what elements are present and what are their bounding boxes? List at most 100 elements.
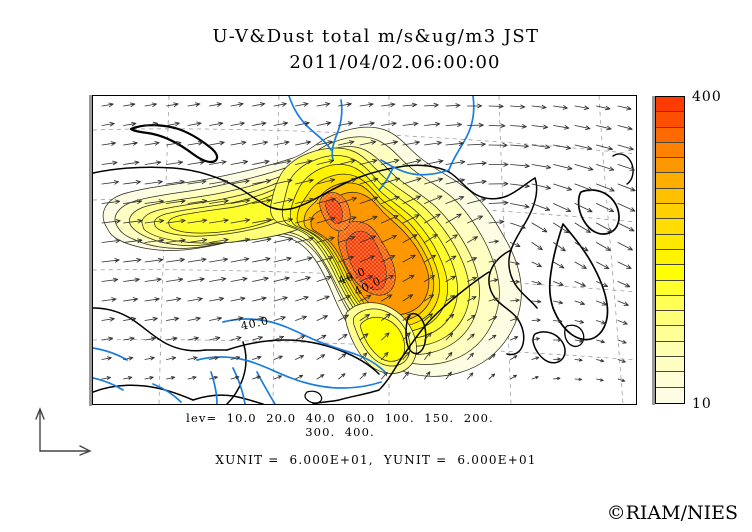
wind-vector-arrow [252, 355, 262, 360]
wind-vector-arrow [101, 336, 114, 342]
reference-vector-legend [35, 407, 92, 456]
wind-vector-arrow [123, 277, 140, 283]
wind-vector-arrow [123, 376, 133, 380]
wind-vector-arrow [467, 215, 483, 224]
wind-vector-arrow [402, 332, 411, 341]
wind-vector-arrow [445, 332, 454, 341]
wind-vector-arrow [252, 102, 266, 107]
wind-vector-arrow [596, 144, 613, 151]
wind-vector-arrow [273, 315, 286, 321]
wind-vector-arrow [488, 142, 508, 148]
wind-vector-arrow [338, 159, 356, 165]
wind-vector-arrow [166, 140, 182, 146]
wind-vector-arrow [617, 242, 633, 251]
colorbar-swatch [656, 341, 684, 358]
wind-vector-arrow [488, 103, 504, 109]
wind-vector-arrow [252, 316, 265, 321]
wind-vector-arrow [381, 255, 396, 263]
wind-vector-arrow [187, 257, 207, 263]
wind-vector-arrow [402, 294, 414, 302]
wind-vector-arrow [596, 105, 611, 111]
wind-vector-arrow [402, 102, 418, 108]
wind-vector-arrow [531, 203, 551, 211]
wind-vector-arrow [510, 374, 517, 380]
wind-vector-arrow [617, 300, 629, 306]
wind-vector-arrow [123, 356, 134, 361]
wind-vector-arrow [230, 336, 242, 341]
wind-vector-arrow [553, 125, 570, 130]
wind-vector-arrow [273, 140, 290, 146]
wind-vector-arrow [166, 179, 185, 185]
wind-vector-arrow [510, 203, 530, 209]
wind-vector-arrow [445, 351, 453, 360]
wind-vector-arrow [101, 199, 121, 205]
wind-vector-arrow [381, 351, 389, 360]
wind-vector-arrow [488, 334, 497, 341]
wind-vector-arrow [381, 140, 399, 146]
wind-vector-arrow [230, 276, 248, 282]
wind-vector-arrow [424, 140, 442, 146]
wind-vector-arrow [338, 102, 352, 107]
wind-vector-arrow [187, 375, 197, 380]
wind-vector-arrow [166, 238, 186, 243]
wind-vector-arrow [574, 319, 585, 324]
wind-vector-arrow [467, 314, 476, 321]
wind-vector-arrow [402, 177, 422, 185]
wind-vector-arrow [338, 177, 357, 185]
wind-vector-arrow [617, 164, 635, 171]
wind-vector-arrow [531, 144, 551, 150]
wind-vector-arrow [359, 275, 374, 282]
wind-vector-arrow [187, 179, 207, 185]
wind-vector-arrow [338, 235, 356, 243]
wind-vector-arrow [617, 339, 627, 344]
colorbar-swatch [656, 234, 684, 250]
wind-vector-arrow [596, 203, 615, 213]
wind-vector-arrow [617, 281, 631, 288]
wind-vector-arrow [252, 121, 267, 126]
colorbar-swatch [656, 295, 684, 312]
contour-levels-line-1: lev= 10.0 20.0 40.0 60.0 100. 150. 200. [186, 411, 494, 425]
wind-vector-arrow [467, 179, 487, 185]
wind-vector-arrow [209, 218, 229, 224]
wind-vector-arrow [445, 275, 456, 282]
wind-vector-arrow [553, 376, 561, 381]
wind-vector-arrow [338, 140, 355, 146]
colorbar-swatch [656, 127, 684, 143]
wind-vector-arrow [596, 300, 608, 306]
wind-vector-arrow [402, 121, 419, 127]
wind-vector-arrow [295, 140, 312, 146]
wind-vector-arrow [553, 203, 572, 212]
wind-vector-arrow [510, 163, 530, 169]
wind-vector-arrow [144, 356, 155, 361]
wind-vector-arrow [424, 195, 443, 204]
wind-vector-arrow [252, 375, 261, 380]
wind-vector-arrow [252, 276, 269, 282]
colorbar[interactable] [655, 96, 685, 404]
colorbar-swatch [656, 188, 684, 205]
wind-vector-arrow [144, 336, 157, 342]
wind-vector-arrow [295, 236, 314, 243]
map-plot-area[interactable]: 40.0 40.0 40.0 [92, 95, 637, 405]
wind-vector-arrow [467, 160, 487, 166]
wind-vector-arrow [553, 300, 564, 305]
wind-vector-arrow [531, 183, 551, 190]
wind-vector-arrow [467, 197, 487, 204]
wind-vector-arrow [123, 179, 141, 185]
wind-vector-arrow [402, 313, 412, 321]
wind-vector-arrow [531, 261, 542, 268]
wind-vector-arrow [230, 179, 250, 185]
wind-vector-arrow [166, 376, 176, 380]
wind-vector-arrow [273, 355, 283, 360]
wind-vector-arrow [531, 242, 543, 251]
colorbar-swatch [656, 249, 684, 266]
copyright-notice: ©RIAM/NIES [606, 502, 738, 524]
wind-vector-arrow [531, 356, 540, 360]
wind-vector-arrow [101, 277, 119, 283]
wind-vector-arrow [144, 277, 162, 283]
wind-vector-arrow [381, 313, 391, 321]
wind-vector-arrow [445, 178, 465, 185]
wind-vector-arrow [230, 237, 251, 243]
wind-vector-arrow [123, 199, 143, 204]
wind-vector-arrow [467, 277, 477, 282]
wind-vector-arrow [295, 276, 311, 282]
